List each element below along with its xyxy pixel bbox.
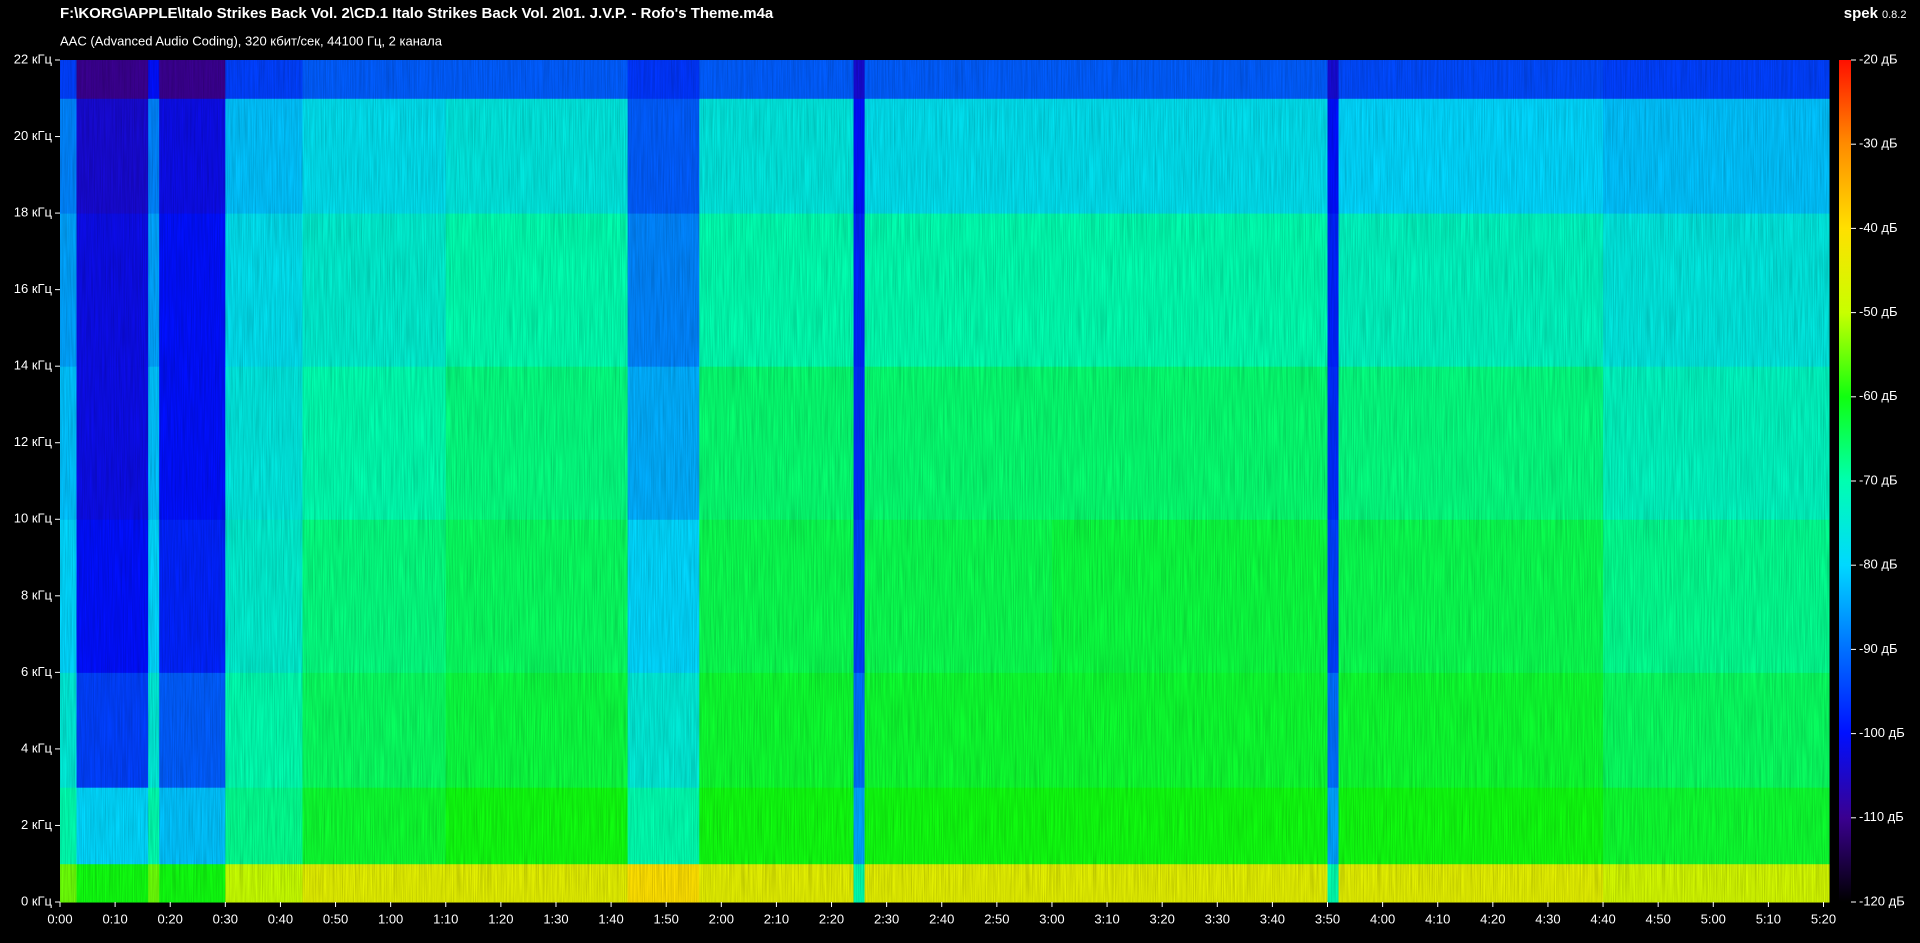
app-name: spek bbox=[1844, 5, 1879, 22]
file-title: F:\KORG\APPLE\Italo Strikes Back Vol. 2\… bbox=[60, 5, 774, 22]
colorbar-tick-label: -60 дБ bbox=[1859, 388, 1898, 403]
x-tick-label: 4:10 bbox=[1425, 911, 1450, 926]
x-tick-label: 1:50 bbox=[654, 911, 679, 926]
y-tick-label: 18 кГц bbox=[14, 205, 53, 220]
y-tick-label: 14 кГц bbox=[14, 358, 53, 373]
x-tick-label: 5:10 bbox=[1756, 911, 1781, 926]
texture bbox=[60, 60, 1829, 902]
x-tick-label: 3:20 bbox=[1150, 911, 1175, 926]
x-tick-label: 3:10 bbox=[1094, 911, 1119, 926]
app-version: 0.8.2 bbox=[1882, 9, 1906, 21]
y-tick-label: 2 кГц bbox=[21, 817, 53, 832]
colorbar-tick-label: -120 дБ bbox=[1859, 893, 1905, 908]
x-tick-label: 1:30 bbox=[543, 911, 568, 926]
x-tick-label: 2:40 bbox=[929, 911, 954, 926]
x-tick-label: 5:00 bbox=[1701, 911, 1726, 926]
colorbar-tick-label: -90 дБ bbox=[1859, 641, 1898, 656]
x-tick-label: 5:20 bbox=[1811, 911, 1836, 926]
x-tick-label: 0:20 bbox=[158, 911, 183, 926]
x-tick-label: 4:40 bbox=[1590, 911, 1615, 926]
y-tick-label: 6 кГц bbox=[21, 664, 53, 679]
x-tick-label: 0:50 bbox=[323, 911, 348, 926]
x-tick-label: 1:00 bbox=[378, 911, 403, 926]
x-tick-label: 3:00 bbox=[1039, 911, 1064, 926]
x-tick-label: 2:00 bbox=[709, 911, 734, 926]
x-tick-label: 1:20 bbox=[488, 911, 513, 926]
colorbar-tick-label: -50 дБ bbox=[1859, 304, 1898, 319]
x-tick-label: 3:30 bbox=[1205, 911, 1230, 926]
x-tick-label: 2:30 bbox=[874, 911, 899, 926]
colorbar-tick-label: -40 дБ bbox=[1859, 220, 1898, 235]
x-tick-label: 2:10 bbox=[764, 911, 789, 926]
y-tick-label: 0 кГц bbox=[21, 893, 53, 908]
x-tick-label: 4:00 bbox=[1370, 911, 1395, 926]
x-tick-label: 0:40 bbox=[268, 911, 293, 926]
x-tick-label: 2:50 bbox=[984, 911, 1009, 926]
colorbar-tick-label: -30 дБ bbox=[1859, 136, 1898, 151]
colorbar-tick-label: -20 дБ bbox=[1859, 51, 1898, 66]
colorbar-tick-label: -110 дБ bbox=[1859, 809, 1904, 824]
x-tick-label: 1:10 bbox=[433, 911, 458, 926]
x-tick-label: 2:20 bbox=[819, 911, 844, 926]
x-tick-label: 3:50 bbox=[1315, 911, 1340, 926]
y-tick-label: 8 кГц bbox=[21, 587, 53, 602]
y-tick-label: 4 кГц bbox=[21, 740, 53, 755]
x-tick-label: 4:50 bbox=[1646, 911, 1671, 926]
y-tick-label: 20 кГц bbox=[14, 128, 53, 143]
x-tick-label: 0:00 bbox=[47, 911, 72, 926]
file-info: AAC (Advanced Audio Coding), 320 кбит/се… bbox=[60, 33, 443, 48]
x-tick-label: 0:10 bbox=[102, 911, 127, 926]
y-tick-label: 12 кГц bbox=[14, 434, 53, 449]
y-tick-label: 16 кГц bbox=[14, 281, 53, 296]
colorbar bbox=[1839, 60, 1851, 902]
x-tick-label: 0:30 bbox=[213, 911, 238, 926]
x-tick-label: 4:30 bbox=[1535, 911, 1560, 926]
colorbar-tick-label: -70 дБ bbox=[1859, 472, 1898, 487]
x-tick-label: 3:40 bbox=[1260, 911, 1285, 926]
colorbar-tick-label: -100 дБ bbox=[1859, 725, 1905, 740]
x-tick-label: 1:40 bbox=[598, 911, 623, 926]
y-tick-label: 10 кГц bbox=[14, 511, 53, 526]
x-tick-label: 4:20 bbox=[1480, 911, 1505, 926]
y-tick-label: 22 кГц bbox=[14, 51, 53, 66]
colorbar-tick-label: -80 дБ bbox=[1859, 557, 1898, 572]
